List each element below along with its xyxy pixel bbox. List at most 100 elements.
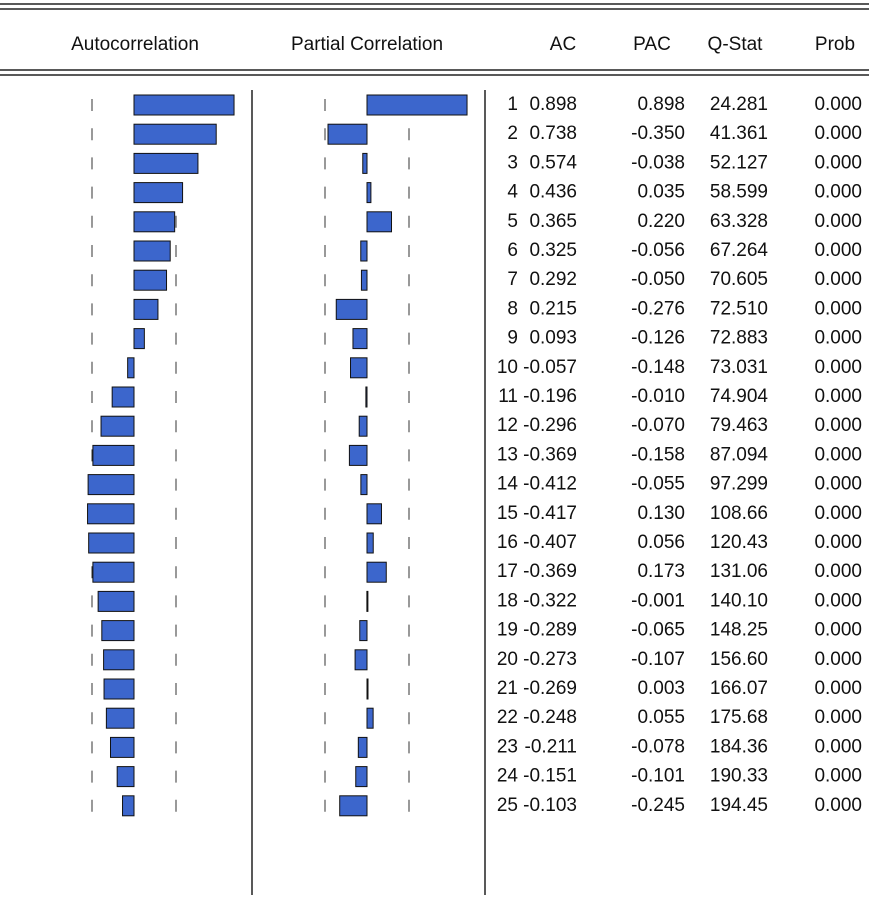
lag-label: 25	[497, 795, 518, 816]
value-label: -0.407	[523, 532, 577, 553]
value-label: 73.031	[710, 357, 768, 378]
bar	[360, 269, 368, 291]
bar	[366, 532, 374, 554]
value-label: 166.07	[710, 678, 768, 699]
value-label: 0.000	[814, 328, 862, 349]
lag-label: 8	[507, 298, 518, 319]
value-label: -0.296	[523, 415, 577, 436]
value-label: 0.000	[814, 649, 862, 670]
value-label: 108.66	[710, 503, 768, 524]
value-label: 70.605	[710, 269, 768, 290]
value-label: 0.130	[637, 503, 685, 524]
bar	[103, 678, 135, 700]
column-header: Prob	[815, 34, 855, 55]
value-label: 0.000	[814, 707, 862, 728]
value-label: 0.000	[814, 474, 862, 495]
bar	[88, 532, 135, 554]
value-label: -0.245	[631, 795, 685, 816]
value-label: 190.33	[710, 766, 768, 787]
lag-label: 4	[507, 182, 518, 203]
lag-label: 2	[507, 123, 518, 144]
value-label: -0.158	[631, 444, 685, 465]
bar	[122, 795, 135, 817]
value-label: 0.292	[529, 269, 577, 290]
lag-label: 19	[497, 620, 518, 641]
value-label: 0.000	[814, 444, 862, 465]
value-label: -0.001	[631, 590, 685, 611]
value-label: 97.299	[710, 474, 768, 495]
bar	[111, 386, 135, 408]
bar	[352, 328, 368, 350]
bar	[87, 474, 135, 496]
bar	[348, 444, 368, 466]
value-label: 175.68	[710, 707, 768, 728]
value-label: 0.000	[814, 503, 862, 524]
value-label: 156.60	[710, 649, 768, 670]
value-label: -0.289	[523, 620, 577, 641]
value-label: -0.417	[523, 503, 577, 524]
bar	[101, 620, 135, 642]
value-label: 58.599	[710, 182, 768, 203]
value-label: 0.000	[814, 269, 862, 290]
value-label: -0.056	[631, 240, 685, 261]
value-label: 120.43	[710, 532, 768, 553]
value-label: -0.103	[523, 795, 577, 816]
value-label: 0.898	[637, 94, 685, 115]
value-label: 0.325	[529, 240, 577, 261]
bar	[103, 649, 135, 671]
value-label: -0.322	[523, 590, 577, 611]
value-label: 79.463	[710, 415, 768, 436]
value-label: -0.273	[523, 649, 577, 670]
bar	[87, 503, 135, 525]
bar	[360, 474, 368, 496]
value-label: -0.412	[523, 474, 577, 495]
value-label: -0.107	[631, 649, 685, 670]
lag-label: 6	[507, 240, 518, 261]
value-label: 63.328	[710, 211, 768, 232]
value-label: 0.000	[814, 766, 862, 787]
value-label: -0.101	[631, 766, 685, 787]
value-label: -0.269	[523, 678, 577, 699]
lag-label: 16	[497, 532, 518, 553]
column-header: PAC	[633, 34, 671, 55]
value-label: 0.000	[814, 298, 862, 319]
bar	[355, 766, 368, 788]
bar	[359, 620, 368, 642]
value-label: 41.361	[710, 123, 768, 144]
value-label: -0.050	[631, 269, 685, 290]
lag-label: 13	[497, 444, 518, 465]
bar	[133, 298, 159, 320]
lag-label: 17	[497, 561, 518, 582]
bar	[366, 707, 374, 729]
value-label: 140.10	[710, 590, 768, 611]
bar	[133, 328, 145, 350]
value-label: 0.000	[814, 386, 862, 407]
bar	[105, 707, 135, 729]
value-label: 0.220	[637, 211, 685, 232]
value-label: 0.000	[814, 736, 862, 757]
lag-label: 12	[497, 415, 518, 436]
value-label: 0.000	[814, 678, 862, 699]
value-label: 0.055	[637, 707, 685, 728]
bar	[360, 240, 368, 262]
bar	[133, 152, 199, 174]
value-label: -0.010	[631, 386, 685, 407]
bar	[133, 182, 184, 204]
value-label: 0.035	[637, 182, 685, 203]
value-label: -0.078	[631, 736, 685, 757]
value-label: -0.196	[523, 386, 577, 407]
value-label: 72.883	[710, 328, 768, 349]
lag-label: 5	[507, 211, 518, 232]
value-label: 194.45	[710, 795, 768, 816]
value-label: 72.510	[710, 298, 768, 319]
column-header: Q-Stat	[708, 34, 764, 55]
value-label: 0.000	[814, 211, 862, 232]
lag-label: 9	[507, 328, 518, 349]
value-label: 0.003	[637, 678, 685, 699]
lag-label: 21	[497, 678, 518, 699]
panel-title: Partial Correlation	[291, 34, 443, 55]
bar	[358, 415, 368, 437]
value-label: 0.093	[529, 328, 577, 349]
value-label: 24.281	[710, 94, 768, 115]
